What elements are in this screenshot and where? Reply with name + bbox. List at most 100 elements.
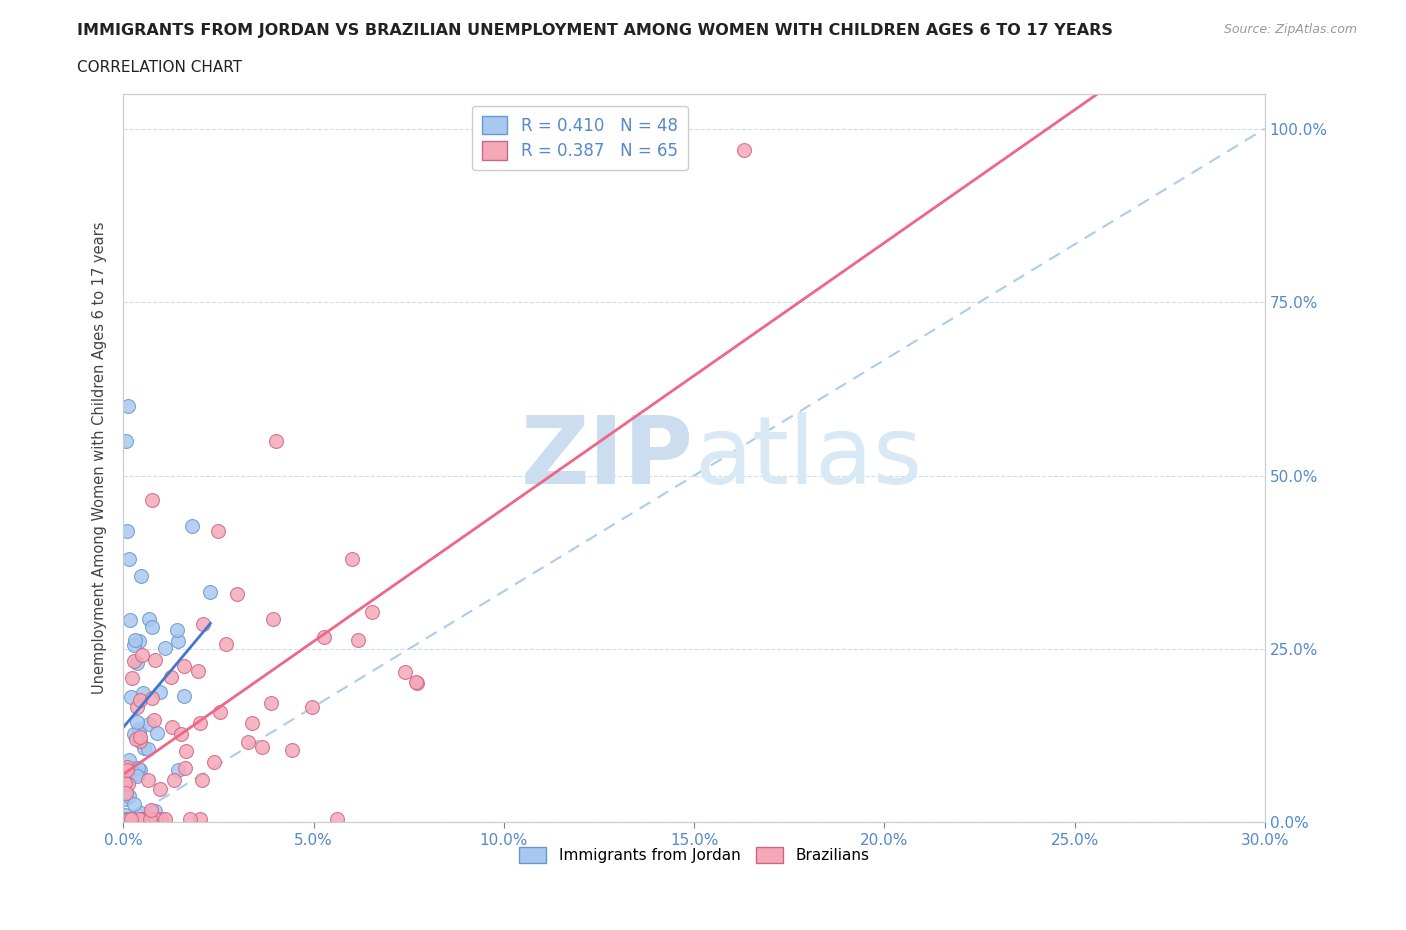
Point bbox=[226, 586, 249, 601]
Point bbox=[120, 812, 142, 827]
Point bbox=[120, 613, 142, 628]
Point bbox=[122, 637, 145, 652]
Point bbox=[173, 688, 195, 703]
Text: ZIP: ZIP bbox=[522, 412, 695, 504]
Point bbox=[131, 812, 153, 827]
Point bbox=[143, 804, 166, 818]
Point bbox=[394, 665, 416, 680]
Point bbox=[145, 725, 167, 740]
Point bbox=[347, 633, 370, 648]
Point bbox=[141, 493, 163, 508]
Point bbox=[188, 715, 211, 730]
Point bbox=[117, 777, 139, 791]
Point bbox=[325, 812, 347, 827]
Point bbox=[179, 812, 201, 827]
Point bbox=[174, 744, 197, 759]
Point bbox=[127, 768, 149, 783]
Point bbox=[115, 524, 138, 538]
Point bbox=[173, 761, 195, 776]
Point bbox=[139, 803, 162, 817]
Point bbox=[733, 142, 755, 157]
Point bbox=[127, 760, 149, 775]
Point bbox=[141, 620, 163, 635]
Point bbox=[180, 518, 202, 533]
Point bbox=[117, 753, 139, 768]
Point bbox=[131, 648, 153, 663]
Point bbox=[149, 781, 172, 796]
Point bbox=[118, 812, 141, 827]
Point bbox=[160, 719, 183, 734]
Point bbox=[238, 735, 260, 750]
Point bbox=[129, 692, 152, 707]
Point bbox=[138, 716, 160, 731]
Point bbox=[202, 754, 225, 769]
Point bbox=[125, 656, 148, 671]
Point bbox=[121, 812, 143, 827]
Text: CORRELATION CHART: CORRELATION CHART bbox=[77, 60, 242, 75]
Point bbox=[120, 689, 142, 704]
Point bbox=[127, 699, 149, 714]
Text: atlas: atlas bbox=[695, 412, 922, 504]
Point bbox=[262, 612, 284, 627]
Point bbox=[115, 433, 138, 448]
Point bbox=[190, 772, 212, 787]
Point bbox=[250, 739, 273, 754]
Point bbox=[131, 805, 153, 820]
Point bbox=[129, 568, 152, 583]
Point bbox=[114, 791, 136, 806]
Point bbox=[128, 633, 150, 648]
Point bbox=[142, 812, 165, 827]
Point bbox=[153, 640, 176, 655]
Point bbox=[115, 763, 138, 777]
Point bbox=[122, 812, 145, 827]
Point bbox=[150, 812, 173, 827]
Text: IMMIGRANTS FROM JORDAN VS BRAZILIAN UNEMPLOYMENT AMONG WOMEN WITH CHILDREN AGES : IMMIGRANTS FROM JORDAN VS BRAZILIAN UNEM… bbox=[77, 23, 1114, 38]
Point bbox=[138, 773, 160, 788]
Point bbox=[128, 812, 150, 827]
Point bbox=[128, 722, 150, 737]
Point bbox=[405, 675, 427, 690]
Point bbox=[127, 766, 149, 781]
Point bbox=[138, 612, 160, 627]
Point bbox=[240, 715, 263, 730]
Point bbox=[136, 741, 159, 756]
Point bbox=[141, 690, 163, 705]
Point bbox=[188, 812, 211, 827]
Point bbox=[153, 812, 176, 827]
Text: Source: ZipAtlas.com: Source: ZipAtlas.com bbox=[1223, 23, 1357, 36]
Point bbox=[125, 732, 148, 747]
Point bbox=[314, 630, 336, 644]
Point bbox=[118, 768, 141, 783]
Point bbox=[215, 637, 238, 652]
Point bbox=[128, 724, 150, 739]
Point bbox=[125, 714, 148, 729]
Point bbox=[166, 622, 188, 637]
Point bbox=[159, 670, 181, 684]
Point bbox=[117, 399, 139, 414]
Point bbox=[169, 726, 191, 741]
Point bbox=[149, 684, 172, 699]
Point bbox=[122, 726, 145, 741]
Point bbox=[139, 812, 162, 827]
Point bbox=[264, 433, 287, 448]
Point bbox=[167, 763, 190, 777]
Point bbox=[361, 604, 384, 619]
Point bbox=[167, 633, 190, 648]
Point bbox=[118, 551, 141, 566]
Point bbox=[340, 551, 363, 566]
Point bbox=[405, 675, 427, 690]
Point bbox=[260, 696, 283, 711]
Point bbox=[120, 812, 142, 827]
Point bbox=[301, 699, 323, 714]
Point bbox=[129, 730, 152, 745]
Y-axis label: Unemployment Among Women with Children Ages 6 to 17 years: Unemployment Among Women with Children A… bbox=[93, 222, 107, 695]
Legend: Immigrants from Jordan, Brazilians: Immigrants from Jordan, Brazilians bbox=[513, 842, 876, 870]
Point bbox=[132, 812, 155, 827]
Point bbox=[114, 807, 136, 822]
Point bbox=[200, 585, 222, 600]
Point bbox=[129, 734, 152, 749]
Point bbox=[122, 796, 145, 811]
Point bbox=[132, 686, 155, 701]
Point bbox=[114, 776, 136, 790]
Point bbox=[280, 742, 302, 757]
